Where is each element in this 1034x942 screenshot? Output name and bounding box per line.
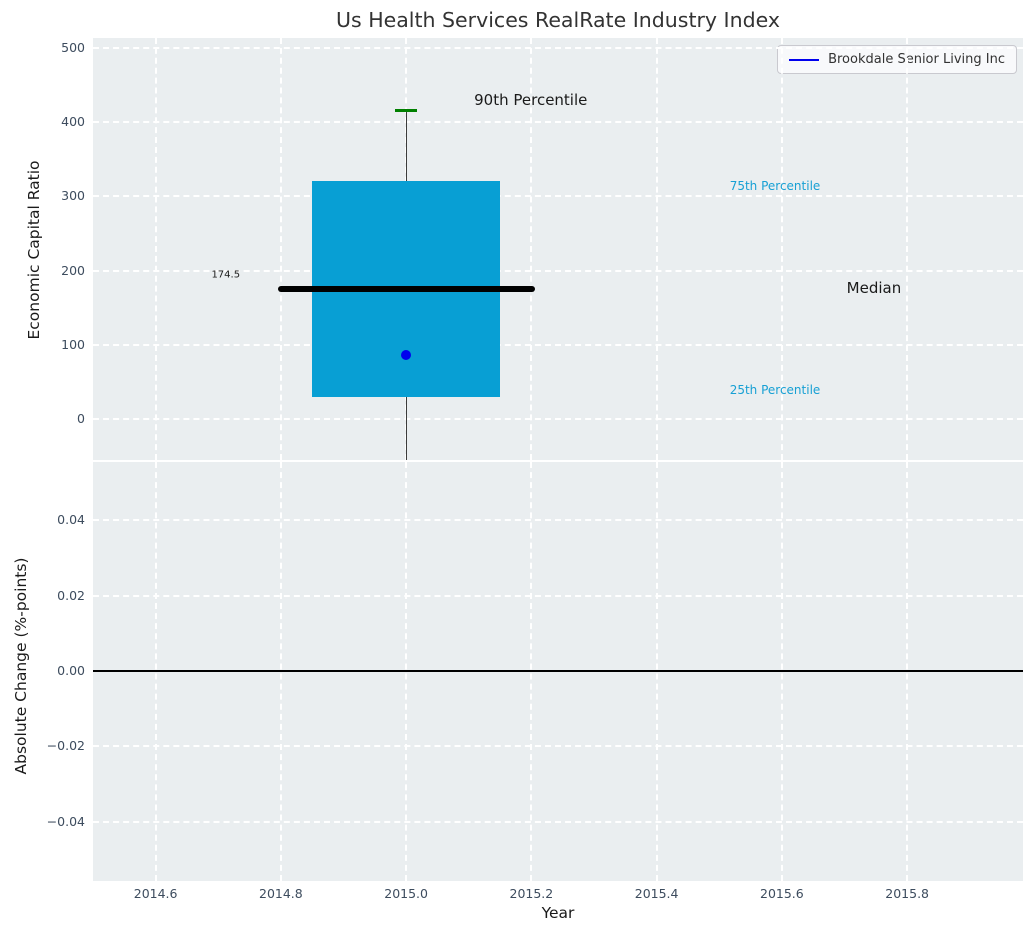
company-value-dot bbox=[401, 350, 412, 361]
y-tick-label: 0 bbox=[77, 411, 85, 427]
y-tick-label: 300 bbox=[61, 188, 85, 204]
y-gridline bbox=[93, 745, 1023, 748]
x-tick-label: 2015.6 bbox=[760, 886, 804, 901]
x-gridline bbox=[530, 38, 533, 460]
x-gridline bbox=[655, 38, 658, 460]
y-gridline bbox=[93, 418, 1023, 421]
x-tick-label: 2015.4 bbox=[634, 886, 679, 901]
median-line bbox=[277, 286, 535, 293]
annotation-25th-percentile: 25th Percentile bbox=[729, 383, 821, 398]
y-gridline bbox=[93, 120, 1023, 123]
x-gridline bbox=[906, 38, 909, 460]
y-tick-label: 200 bbox=[61, 262, 85, 278]
legend: Brookdale Senior Living Inc bbox=[777, 45, 1017, 74]
y-tick-label: 500 bbox=[61, 39, 85, 55]
bottom-axes bbox=[93, 462, 1023, 881]
x-gridline bbox=[780, 38, 783, 460]
y-gridline bbox=[93, 820, 1023, 823]
y-gridline bbox=[93, 46, 1023, 49]
chart-title: Us Health Services RealRate Industry Ind… bbox=[336, 8, 780, 32]
x-gridline bbox=[279, 38, 282, 460]
annotation-median: Median bbox=[846, 279, 902, 298]
y-gridline bbox=[93, 195, 1023, 198]
y-tick-label: 0.00 bbox=[57, 662, 85, 678]
p90-cap bbox=[395, 109, 417, 113]
y-tick-label: 0.04 bbox=[57, 512, 85, 528]
top-axes: Brookdale Senior Living Inc 90th Percent… bbox=[93, 38, 1023, 460]
x-tick-label: 2015.2 bbox=[509, 886, 554, 901]
x-tick-label: 2014.8 bbox=[259, 886, 303, 901]
x-tick-label: 2015.8 bbox=[885, 886, 930, 901]
x-gridline bbox=[154, 38, 157, 460]
y-tick-label: 0.02 bbox=[57, 587, 85, 603]
bottom-y-axis-label: Absolute Change (%-points) bbox=[12, 557, 30, 775]
legend-line-sample bbox=[789, 58, 820, 61]
y-gridline bbox=[93, 594, 1023, 597]
x-tick-label: 2015.0 bbox=[384, 886, 428, 901]
x-tick-label: 2014.6 bbox=[133, 886, 178, 901]
annotation-90th-percentile: 90th Percentile bbox=[474, 91, 588, 110]
y-tick-label: −0.04 bbox=[46, 813, 85, 829]
x-axis-label: Year bbox=[541, 904, 575, 922]
legend-label: Brookdale Senior Living Inc bbox=[828, 52, 1005, 67]
annotation-75th-percentile: 75th Percentile bbox=[729, 178, 821, 193]
zero-line bbox=[93, 669, 1023, 672]
annotation-174-5: 174.5 bbox=[211, 269, 241, 281]
y-gridline bbox=[93, 519, 1023, 522]
y-gridline bbox=[93, 269, 1023, 272]
y-tick-label: −0.02 bbox=[46, 738, 85, 754]
y-tick-label: 100 bbox=[61, 336, 85, 352]
y-gridline bbox=[93, 343, 1023, 346]
y-tick-label: 400 bbox=[61, 113, 85, 129]
